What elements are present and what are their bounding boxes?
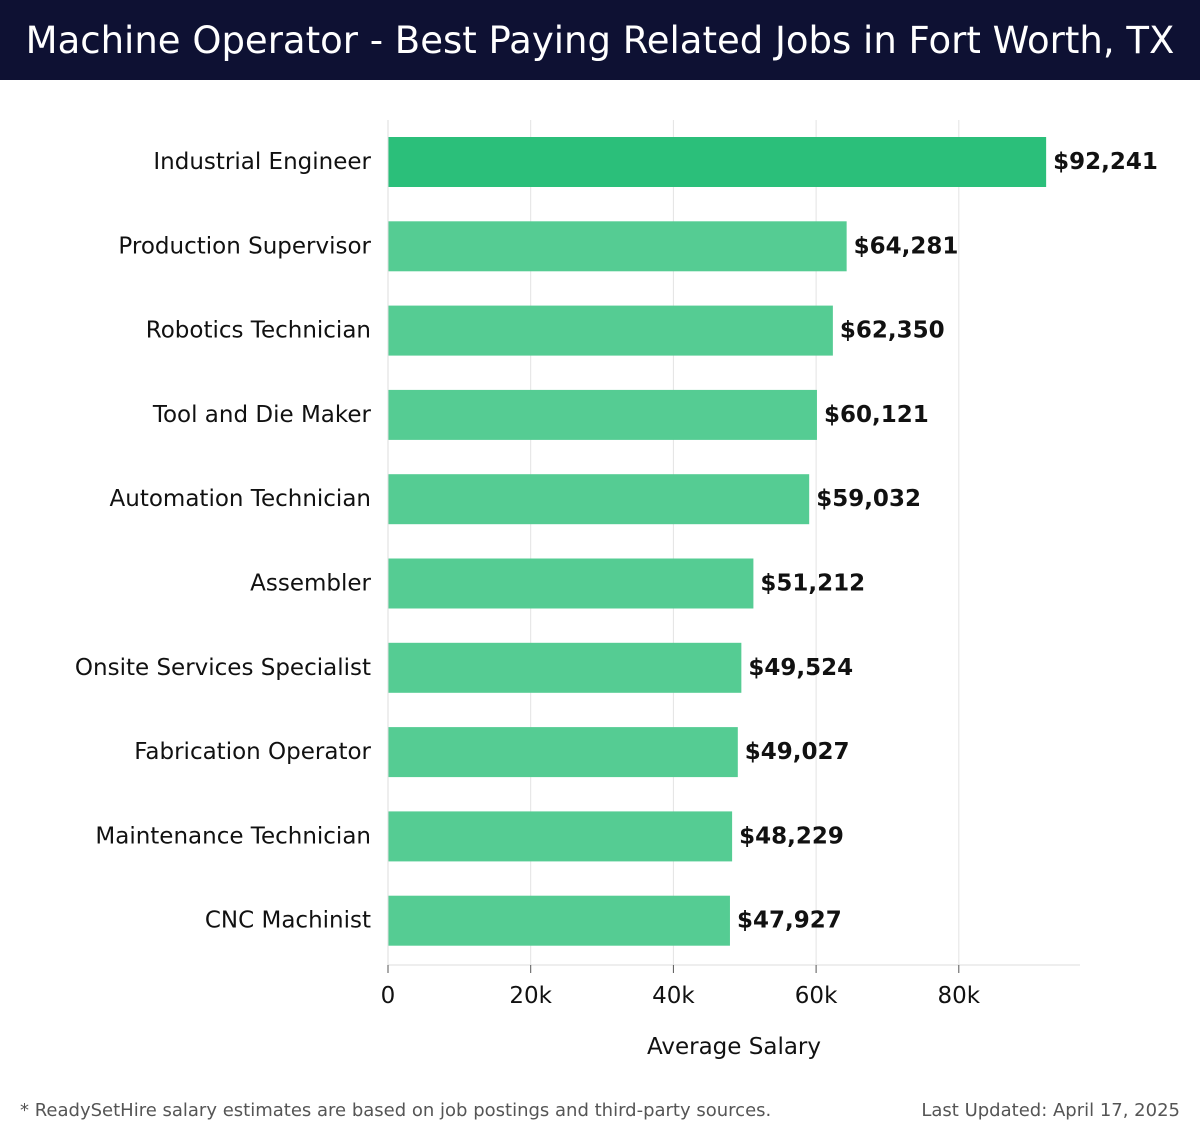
bar (388, 305, 833, 356)
bar (388, 895, 730, 946)
title-bar: Machine Operator - Best Paying Related J… (0, 0, 1200, 80)
x-tick-label: 40k (652, 983, 695, 1009)
category-label: Robotics Technician (146, 318, 371, 344)
value-label: $59,032 (816, 486, 921, 512)
x-tick-label: 20k (509, 983, 552, 1009)
category-label: Maintenance Technician (95, 823, 371, 849)
x-tick-label: 60k (795, 983, 838, 1009)
value-label: $49,027 (745, 739, 850, 765)
last-updated: Last Updated: April 17, 2025 (921, 1100, 1180, 1121)
bar (388, 727, 738, 778)
category-label: Production Supervisor (118, 233, 371, 259)
bar (388, 474, 810, 525)
bar (388, 642, 742, 693)
bar (388, 221, 847, 272)
x-tick-label: 80k (938, 983, 981, 1009)
bar (388, 137, 1047, 187)
x-axis-title: Average Salary (647, 1034, 821, 1060)
category-label: Fabrication Operator (134, 739, 371, 765)
value-label: $49,524 (748, 655, 853, 681)
value-label: $47,927 (737, 908, 842, 934)
value-label: $92,241 (1053, 149, 1158, 175)
category-label: Tool and Die Maker (152, 402, 372, 428)
value-label: $51,212 (760, 571, 865, 597)
chart-title: Machine Operator - Best Paying Related J… (25, 18, 1175, 62)
bar (388, 811, 733, 862)
value-label: $48,229 (739, 823, 844, 849)
category-label: Automation Technician (110, 486, 371, 512)
category-label: Assembler (250, 571, 371, 597)
bar (388, 558, 754, 609)
x-tick-label: 0 (381, 983, 396, 1009)
category-label: CNC Machinist (205, 908, 371, 934)
category-label: Industrial Engineer (153, 149, 371, 175)
value-label: $64,281 (854, 233, 959, 259)
footer-note: * ReadySetHire salary estimates are base… (20, 1100, 772, 1121)
salary-bar-chart: Industrial Engineer Production Supervisor… (75, 120, 1158, 1060)
value-label: $62,350 (840, 318, 945, 344)
value-label: $60,121 (824, 402, 929, 428)
category-label: Onsite Services Specialist (75, 655, 371, 681)
bar (388, 389, 817, 440)
